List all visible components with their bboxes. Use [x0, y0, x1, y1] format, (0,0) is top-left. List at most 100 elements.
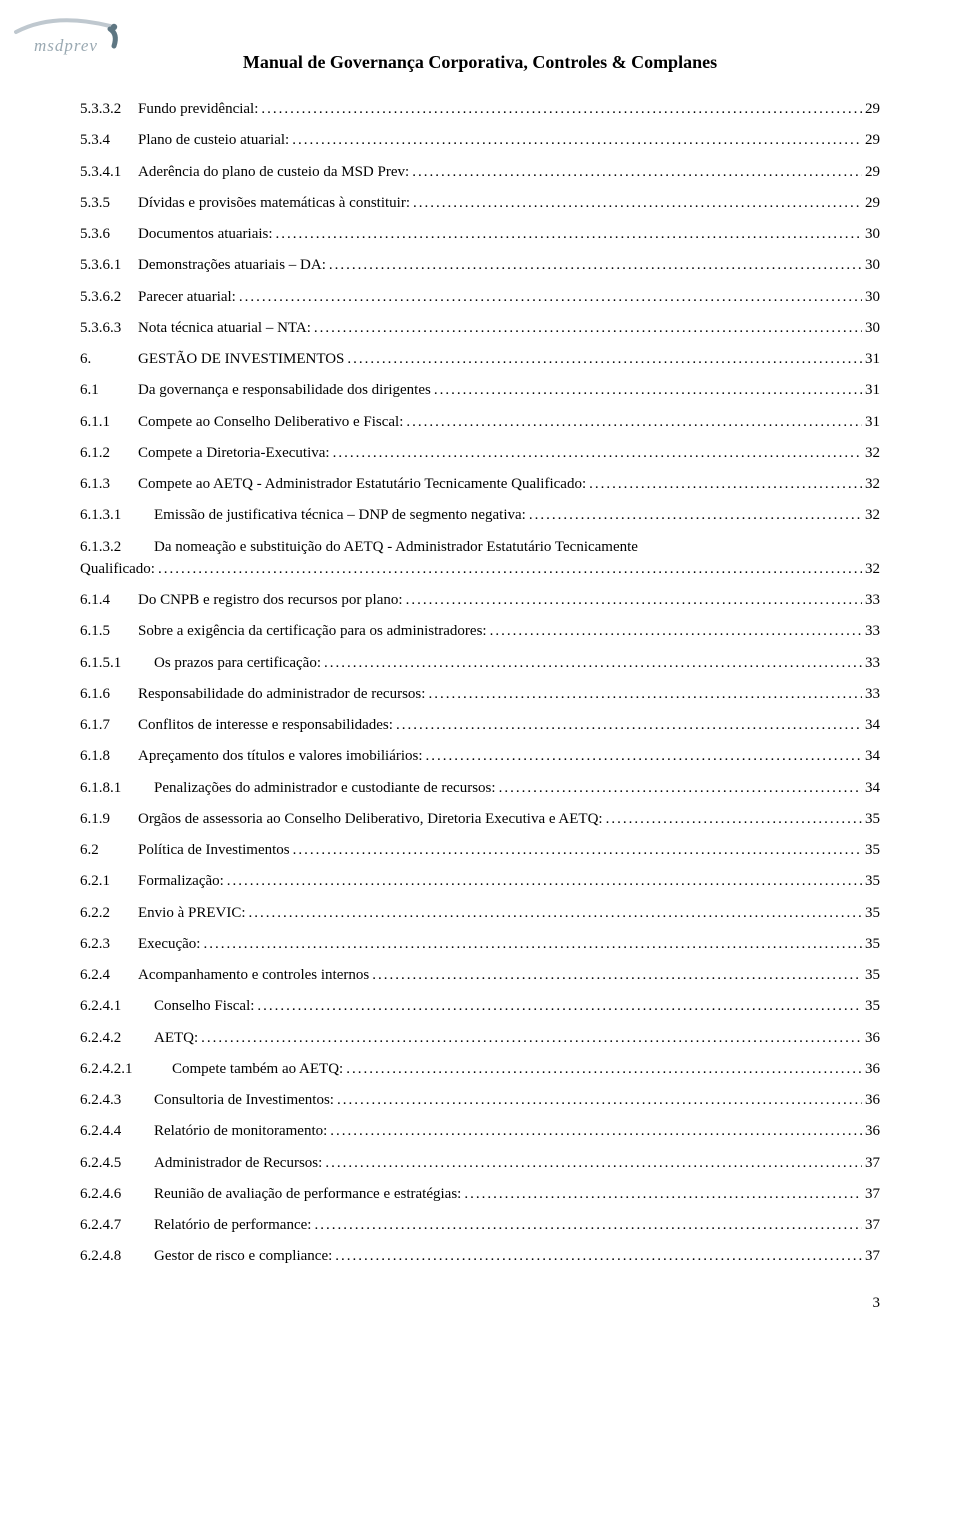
toc-number: 6.2.4.8: [80, 1246, 154, 1266]
brand-logo: msdprev: [14, 18, 880, 64]
toc-page: 30: [862, 287, 880, 307]
toc-page: 36: [862, 1090, 880, 1110]
toc-entry: 5.3.4Plano de custeio atuarial: 29: [80, 130, 880, 150]
toc-page: 31: [862, 349, 880, 369]
toc-number: 5.3.4: [80, 130, 138, 150]
toc-page: 37: [862, 1184, 880, 1204]
toc-entry: 6.2.4.2AETQ:36: [80, 1028, 880, 1048]
toc-leader: [332, 1246, 862, 1266]
toc-entry: 6.1.3.1Emissão de justificativa técnica …: [80, 505, 880, 525]
toc-entry: 6.2.4.2.1Compete também ao AETQ:36: [80, 1059, 880, 1079]
toc-number: 6.1.4: [80, 590, 138, 610]
toc-page: 35: [862, 996, 880, 1016]
toc-leader: [236, 287, 862, 307]
toc-entry: 6.2Política de Investimentos35: [80, 840, 880, 860]
toc-page: 34: [862, 746, 880, 766]
toc-entry: 6.1Da governança e responsabilidade dos …: [80, 380, 880, 400]
toc-leader: [343, 1059, 862, 1079]
toc-number: 6.2.2: [80, 903, 138, 923]
toc-number: 5.3.3.2: [80, 99, 138, 119]
toc-leader: [393, 715, 862, 735]
toc-leader: [198, 1028, 862, 1048]
toc-page: 30: [862, 255, 880, 275]
toc-page: 29: [862, 130, 880, 150]
toc-entry: 6.2.1Formalização:35: [80, 871, 880, 891]
toc-leader: [327, 1121, 862, 1141]
toc-number: 6.1.3.2: [80, 537, 154, 557]
toc-title: Administrador de Recursos:: [154, 1153, 322, 1173]
toc-number: 6.1.8.1: [80, 778, 154, 798]
toc-entry: 6.2.4.3Consultoria de Investimentos:36: [80, 1090, 880, 1110]
toc-leader: [409, 162, 862, 182]
toc-leader: [155, 559, 862, 579]
toc-entry: 6.2.4.7Relatório de performance:37: [80, 1215, 880, 1235]
toc-page: 37: [862, 1153, 880, 1173]
toc-title: Documentos atuariais:: [138, 224, 273, 244]
toc-entry: 6.2.4.4Relatório de monitoramento:36: [80, 1121, 880, 1141]
toc-leader: [258, 99, 862, 119]
toc-number: 6.2.1: [80, 871, 138, 891]
toc-title: Compete ao Conselho Deliberativo e Fisca…: [138, 412, 403, 432]
toc-entry: 5.3.3.2Fundo previdêncial:29: [80, 99, 880, 119]
toc-page: 36: [862, 1121, 880, 1141]
toc-entry: 6.1.3Compete ao AETQ - Administrador Est…: [80, 474, 880, 494]
toc-entry: 5.3.4.1Aderência do plano de custeio da …: [80, 162, 880, 182]
toc-page: 36: [862, 1059, 880, 1079]
toc-number: 5.3.5: [80, 193, 138, 213]
toc-leader: [289, 130, 862, 150]
toc-leader: [322, 1153, 862, 1173]
toc-leader: [423, 746, 862, 766]
toc-entry: 5.3.6.1Demonstrações atuariais – DA: 30: [80, 255, 880, 275]
toc-leader: [410, 193, 862, 213]
toc-number: 6.: [80, 349, 138, 369]
toc-page: 32: [862, 559, 880, 579]
toc-number: 5.3.6.1: [80, 255, 138, 275]
toc-title: Penalizações do administrador e custodia…: [154, 778, 496, 798]
toc-number: 6.1.5: [80, 621, 138, 641]
toc-page: 33: [862, 621, 880, 641]
toc-title: GESTÃO DE INVESTIMENTOS: [138, 349, 344, 369]
toc-entry: 6.GESTÃO DE INVESTIMENTOS 31: [80, 349, 880, 369]
toc-number: 6.2.4.6: [80, 1184, 154, 1204]
table-of-contents: 5.3.3.2Fundo previdêncial:29 5.3.4Plano d…: [80, 99, 880, 1267]
toc-number: 6.2: [80, 840, 138, 860]
toc-entry: 6.2.4.6Reunião de avaliação de performan…: [80, 1184, 880, 1204]
toc-title: Da nomeação e substituição do AETQ - Adm…: [154, 537, 638, 557]
toc-page: 35: [862, 965, 880, 985]
toc-leader: [496, 778, 862, 798]
toc-entry: 6.1.2Compete a Diretoria-Executiva:32: [80, 443, 880, 463]
toc-number: 6.2.4: [80, 965, 138, 985]
toc-number: 6.2.4.1: [80, 996, 154, 1016]
toc-leader: [330, 443, 862, 463]
toc-leader: [425, 684, 862, 704]
toc-number: 6.1.3: [80, 474, 138, 494]
toc-leader: [254, 996, 862, 1016]
toc-number: 6.1.5.1: [80, 653, 154, 673]
toc-title: Responsabilidade do administrador de rec…: [138, 684, 425, 704]
toc-title: Apreçamento dos títulos e valores imobil…: [138, 746, 423, 766]
toc-page: 29: [862, 162, 880, 182]
toc-leader: [344, 349, 862, 369]
toc-title: Reunião de avaliação de performance e es…: [154, 1184, 461, 1204]
toc-title: Aderência do plano de custeio da MSD Pre…: [138, 162, 409, 182]
toc-number: 6.1.3.1: [80, 505, 154, 525]
toc-number: 5.3.6.2: [80, 287, 138, 307]
toc-page: 36: [862, 1028, 880, 1048]
toc-title: Política de Investimentos: [138, 840, 290, 860]
toc-leader: [461, 1184, 862, 1204]
toc-entry: 6.2.3Execução:35: [80, 934, 880, 954]
toc-entry: 5.3.6.3Nota técnica atuarial – NTA:30: [80, 318, 880, 338]
toc-entry: 6.1.8Apreçamento dos títulos e valores i…: [80, 746, 880, 766]
toc-title: Plano de custeio atuarial:: [138, 130, 289, 150]
toc-number: 6.1: [80, 380, 138, 400]
toc-leader: [290, 840, 862, 860]
toc-leader: [369, 965, 862, 985]
toc-entry: 6.1.5.1Os prazos para certificação:33: [80, 653, 880, 673]
toc-leader: [246, 903, 863, 923]
toc-number: 6.1.2: [80, 443, 138, 463]
toc-title: Demonstrações atuariais – DA:: [138, 255, 326, 275]
toc-title: Conflitos de interesse e responsabilidad…: [138, 715, 393, 735]
toc-number: 6.1.6: [80, 684, 138, 704]
page-number: 3: [80, 1295, 880, 1312]
toc-page: 29: [862, 193, 880, 213]
